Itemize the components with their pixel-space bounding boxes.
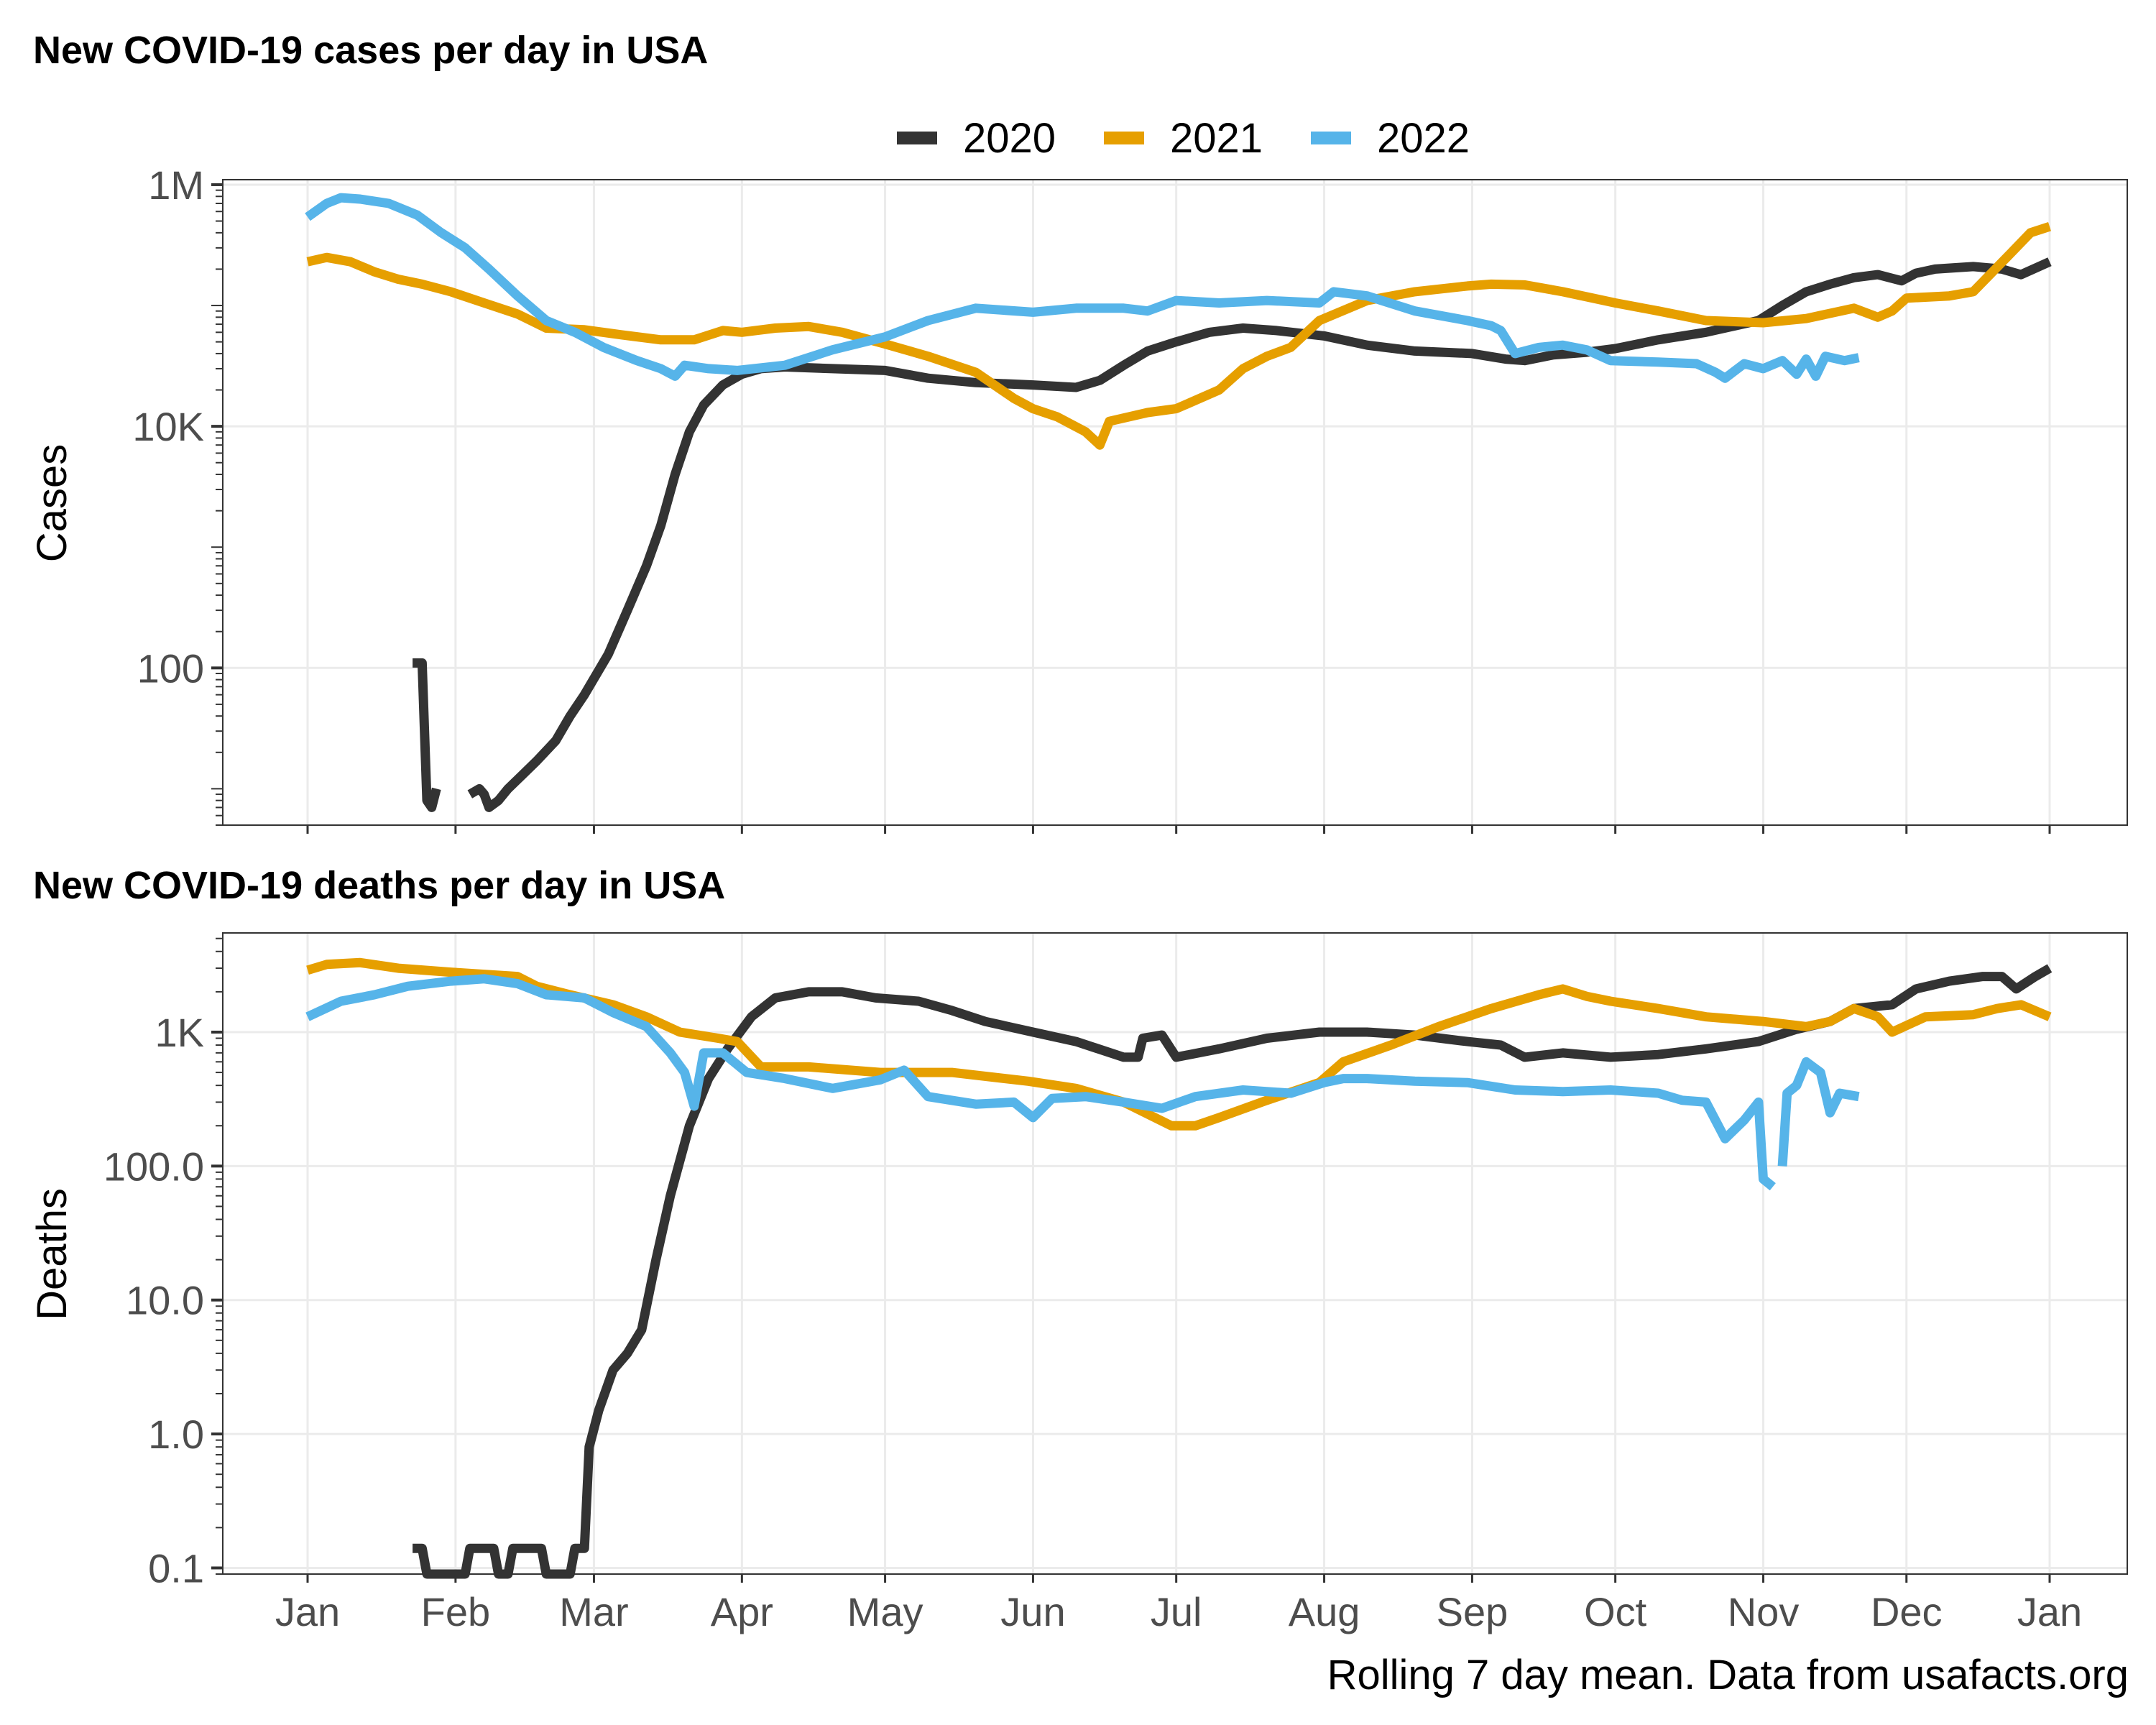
x-tick-label: Aug — [1289, 1589, 1360, 1634]
x-tick-label: Oct — [1584, 1589, 1647, 1634]
top-chart-y-tick-label: 100 — [137, 645, 204, 691]
x-tick-label: Dec — [1871, 1589, 1943, 1634]
legend: 2020 2021 2022 — [897, 115, 1470, 162]
x-tick-label: Mar — [559, 1589, 628, 1634]
bottom-chart-y-tick-label: 100.0 — [103, 1144, 204, 1189]
bottom-chart-y-tick-label: 10.0 — [126, 1278, 204, 1323]
x-tick-label: Jun — [1000, 1589, 1065, 1634]
top-chart-title: New COVID-19 cases per day in USA — [33, 29, 708, 72]
top-chart-series-2020 — [413, 658, 441, 812]
top-chart-y-tick-label: 1M — [148, 162, 204, 208]
top-chart-series-2020 — [467, 257, 2052, 812]
bottom-chart-y-tick-label: 1.0 — [148, 1412, 204, 1457]
top-chart-y-axis-label: Cases — [29, 444, 75, 562]
x-tick-label: Apr — [711, 1589, 773, 1634]
x-tick-label: Nov — [1728, 1589, 1800, 1634]
top-chart-panel-border — [222, 179, 2128, 826]
top-chart-gridlines — [223, 180, 2127, 825]
bottom-chart-axes: Jan Feb Mar Apr May Jun Jul Aug Sep Oct Nov Dec Jan 0… — [103, 937, 2082, 1634]
top-chart-series-2022 — [305, 193, 1860, 383]
bottom-chart-series-2022 — [1777, 1057, 1860, 1167]
bottom-chart-y-tick-label: 1K — [155, 1010, 205, 1055]
top-chart-series — [305, 193, 2052, 812]
bottom-chart-panel-border — [222, 932, 2128, 1575]
legend-label-2020: 2020 — [963, 115, 1056, 162]
x-tick-label: Jul — [1151, 1589, 1202, 1634]
bottom-chart-title: New COVID-19 deaths per day in USA — [33, 864, 725, 907]
bottom-chart-y-axis-label: Deaths — [29, 1188, 75, 1320]
legend-label-2022: 2022 — [1377, 115, 1470, 162]
bottom-chart-series-2022 — [305, 974, 1776, 1191]
legend-label-2021: 2021 — [1170, 115, 1263, 162]
bottom-chart-gridlines — [223, 933, 2127, 1574]
top-chart-axes: 100 10K 1M — [132, 162, 2051, 834]
x-tick-label: Feb — [421, 1589, 491, 1634]
x-tick-label: Sep — [1437, 1589, 1508, 1634]
top-chart-y-tick-label: 10K — [132, 404, 204, 449]
x-tick-label: Jan — [2017, 1589, 2082, 1634]
top-chart-series-2021 — [306, 222, 2051, 450]
bottom-chart-y-tick-label: 0.1 — [148, 1545, 204, 1591]
x-tick-label: Jan — [275, 1589, 340, 1634]
caption: Rolling 7 day mean. Data from usafacts.o… — [1327, 1652, 2129, 1698]
x-tick-label: May — [847, 1589, 923, 1634]
